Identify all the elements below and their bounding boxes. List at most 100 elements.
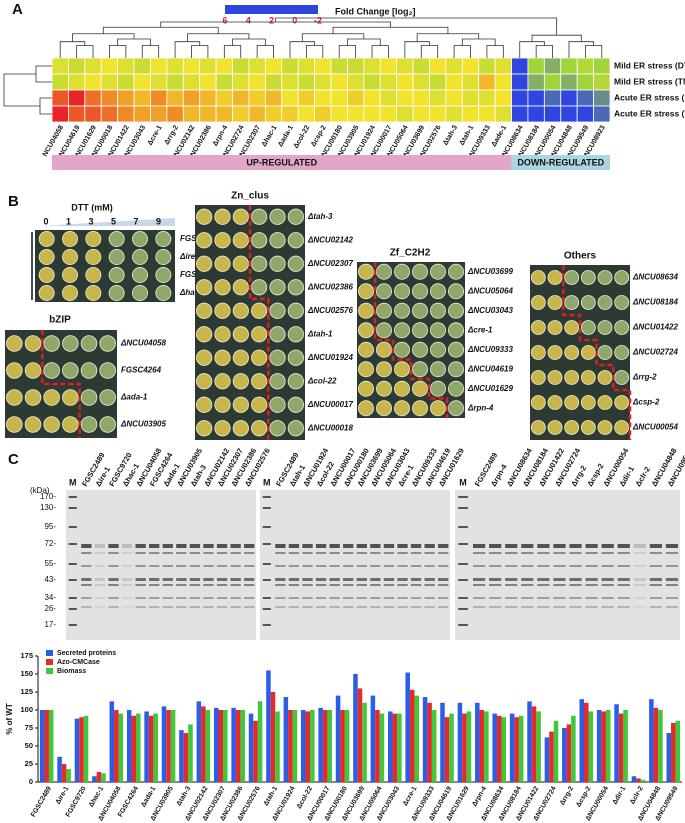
legend-label: Biomass — [57, 668, 86, 675]
protein-band — [216, 606, 228, 608]
bar — [392, 713, 398, 782]
bar — [614, 704, 619, 782]
protein-band — [397, 565, 408, 567]
heatmap-cell — [166, 105, 184, 123]
ladder-label: M — [263, 477, 271, 487]
heatmap-cell — [248, 105, 266, 123]
protein-band — [302, 544, 313, 548]
protein-band — [356, 584, 367, 586]
strain-label: ΔNCU01924 — [307, 353, 354, 362]
heatmap-cell — [68, 57, 86, 75]
dendrogram — [191, 45, 209, 58]
well — [196, 396, 213, 413]
dendrogram — [109, 45, 127, 58]
colorbar — [225, 5, 318, 14]
well — [108, 267, 125, 283]
well — [251, 373, 268, 390]
protein-band — [302, 578, 313, 581]
protein-band — [424, 565, 435, 567]
protein-band — [601, 597, 614, 599]
protein-band — [505, 544, 518, 548]
protein-band — [569, 584, 582, 586]
well — [251, 208, 268, 225]
dendrogram — [232, 38, 266, 46]
protein-band — [275, 606, 286, 608]
heatmap-cell — [330, 57, 348, 75]
ladder-band — [68, 563, 77, 565]
x-tick-label: Δrrg-2 — [559, 785, 575, 806]
protein-band — [329, 597, 340, 599]
protein-band — [505, 565, 518, 567]
x-tick-label: FGSC2489 — [30, 785, 53, 818]
well — [530, 320, 546, 335]
protein-band — [633, 597, 646, 599]
protein-band — [203, 584, 214, 586]
dendrogram — [275, 17, 558, 36]
heatmap-cell — [215, 89, 233, 107]
well — [597, 395, 613, 410]
bar — [218, 710, 224, 782]
heatmap-cell — [182, 89, 201, 107]
bar — [566, 724, 572, 782]
protein-band — [94, 544, 106, 548]
down-band — [511, 155, 610, 170]
protein-band — [244, 597, 255, 599]
bar — [135, 713, 141, 782]
well — [358, 400, 374, 417]
well — [80, 362, 98, 379]
heatmap-cell — [560, 89, 578, 107]
bar — [640, 779, 646, 782]
well — [214, 279, 231, 296]
protein-band — [383, 565, 395, 567]
well — [24, 362, 42, 379]
protein-band — [329, 606, 340, 608]
well — [214, 349, 231, 366]
bar — [653, 707, 659, 782]
well — [448, 380, 464, 397]
bar — [288, 710, 293, 782]
bar — [584, 702, 589, 782]
protein-band — [176, 565, 187, 567]
protein-band — [244, 552, 255, 554]
well — [287, 396, 304, 413]
well — [62, 335, 79, 352]
marker-label: 55- — [44, 559, 56, 568]
protein-band — [553, 578, 566, 581]
protein-band — [162, 544, 173, 548]
well — [232, 232, 249, 249]
well — [287, 349, 304, 366]
heatmap-cell — [593, 89, 611, 107]
well — [214, 232, 231, 249]
bar — [375, 710, 380, 782]
strain-label: ΔNCU04058 — [120, 339, 167, 348]
well — [358, 361, 374, 378]
ladder-band — [262, 507, 271, 509]
dtt-wedge — [40, 218, 175, 226]
heatmap-cell — [412, 57, 430, 75]
well — [232, 373, 249, 390]
heatmap-cell — [281, 105, 299, 123]
well — [430, 341, 446, 358]
heatmap-cell — [215, 105, 233, 123]
protein-band — [288, 597, 300, 599]
heatmap-cell — [363, 89, 381, 107]
column-label: Δcsp-2 — [310, 124, 328, 148]
heatmap-cell — [396, 73, 414, 91]
protein-band — [94, 606, 106, 608]
protein-band — [135, 544, 146, 548]
well — [597, 320, 613, 335]
protein-band — [397, 606, 408, 608]
protein-band — [585, 552, 598, 554]
well — [448, 361, 464, 378]
colorbar-tick-label: 6 — [222, 15, 227, 25]
heatmap-cell — [363, 105, 381, 123]
well — [99, 335, 116, 352]
well — [43, 335, 60, 352]
bar — [148, 715, 154, 782]
heatmap-cell — [429, 89, 447, 107]
x-tick-label: Δdir-1 — [611, 785, 627, 806]
well — [196, 420, 213, 437]
bar — [305, 711, 311, 782]
well — [214, 420, 231, 437]
